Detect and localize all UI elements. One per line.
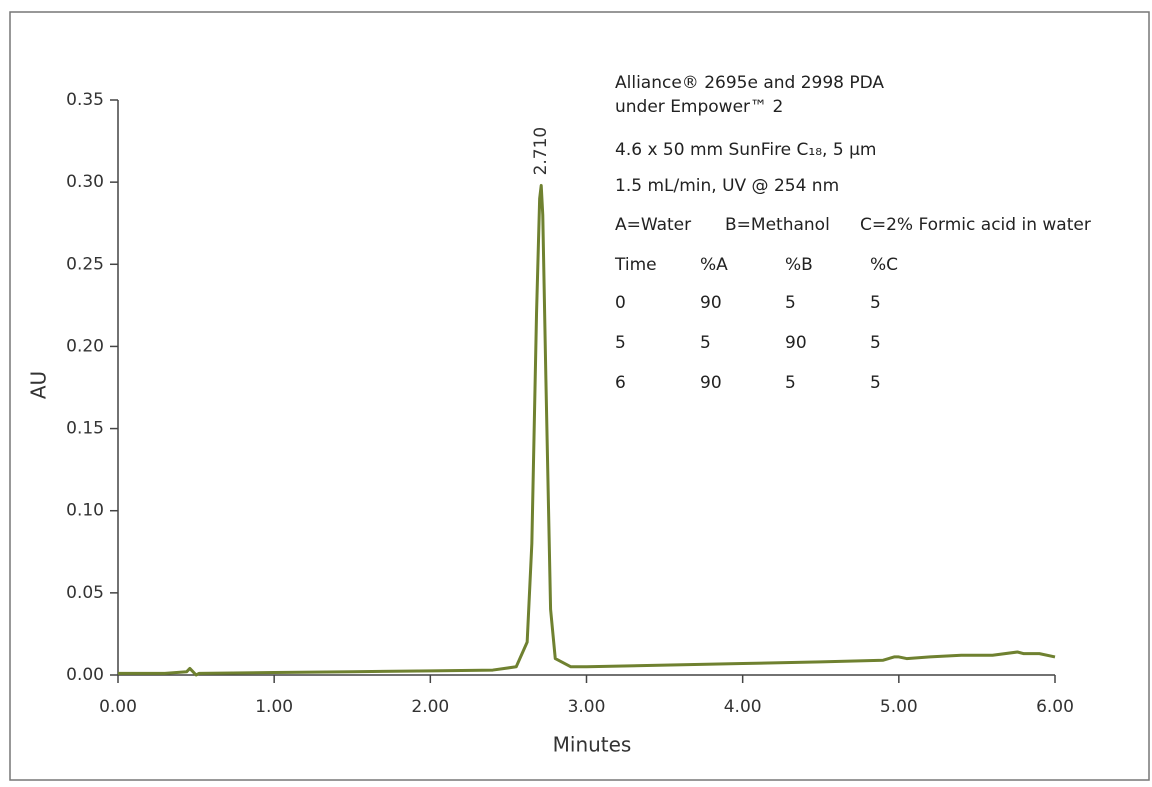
x-tick-label: 3.00	[568, 697, 606, 717]
table-cell: 90	[785, 333, 807, 353]
info-line: under Empower™ 2	[615, 97, 783, 117]
x-tick-label: 4.00	[724, 697, 762, 717]
info-line: 1.5 mL/min, UV @ 254 nm	[615, 176, 839, 196]
table-cell: 5	[785, 373, 796, 393]
table-header: %B	[785, 255, 813, 275]
table-cell: 5	[785, 293, 796, 313]
table-cell: 5	[615, 333, 626, 353]
solvent: A=Water	[615, 215, 691, 235]
y-axis-label: AU	[27, 371, 51, 399]
peak-label: 2.710	[531, 127, 551, 176]
trace	[118, 183, 1056, 677]
y-tick-label: 0.00	[66, 665, 104, 685]
table-header: %C	[870, 255, 898, 275]
x-tick-label: 6.00	[1036, 697, 1074, 717]
x-tick-label: 0.00	[99, 697, 137, 717]
table-cell: 5	[870, 333, 881, 353]
table-cell: 0	[615, 293, 626, 313]
table-cell: 5	[870, 373, 881, 393]
info-line: Alliance® 2695e and 2998 PDA	[615, 73, 884, 93]
frame	[9, 11, 1150, 781]
table-cell: 90	[700, 293, 722, 313]
table-header: Time	[614, 255, 657, 275]
table-cell: 5	[700, 333, 711, 353]
y-tick-label: 0.20	[66, 336, 104, 356]
y-tick-label: 0.35	[66, 90, 104, 110]
y-tick-label: 0.15	[66, 419, 104, 439]
x-axis-label: Minutes	[553, 733, 632, 757]
solvent: C=2% Formic acid in water	[860, 215, 1091, 235]
x-tick-label: 5.00	[880, 697, 918, 717]
y-tick-label: 0.30	[66, 172, 104, 192]
x-tick-label: 2.00	[411, 697, 449, 717]
solvent: B=Methanol	[725, 215, 830, 235]
table-cell: 90	[700, 373, 722, 393]
y-tick-label: 0.25	[66, 254, 104, 274]
y-tick-label: 0.10	[66, 501, 104, 521]
table-cell: 6	[615, 373, 626, 393]
x-tick-label: 1.00	[255, 697, 293, 717]
y-tick-label: 0.05	[66, 583, 104, 603]
table-header: %A	[700, 255, 728, 275]
table-cell: 5	[870, 293, 881, 313]
info-line: 4.6 x 50 mm SunFire C₁₈, 5 µm	[615, 140, 876, 160]
